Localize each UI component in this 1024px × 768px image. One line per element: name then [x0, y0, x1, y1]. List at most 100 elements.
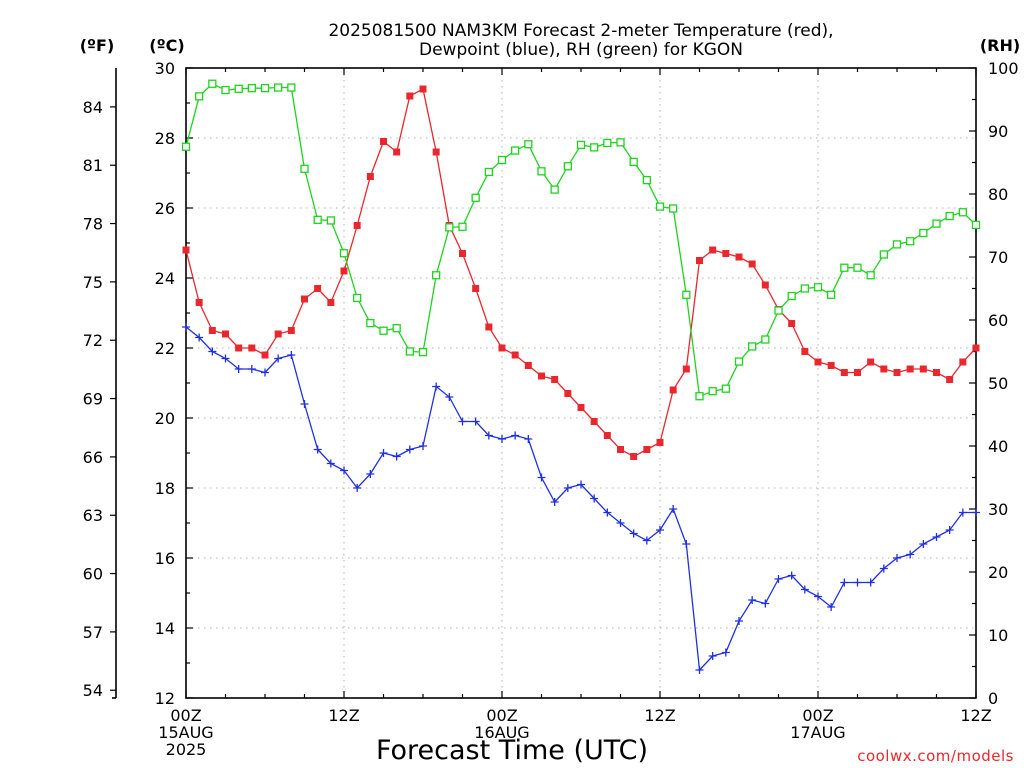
rh-point: [339, 249, 349, 258]
rh-point: [853, 263, 862, 272]
dewpoint-point: [972, 508, 980, 517]
rh-point: [945, 211, 954, 221]
temperature-point: [524, 362, 532, 369]
dewpoint-point: [840, 578, 849, 587]
temperature-point: [840, 369, 848, 376]
rh-point: [590, 143, 599, 152]
dewpoint-point: [484, 431, 493, 440]
temperature-point: [867, 358, 875, 366]
temperature-point: [893, 369, 901, 376]
dewpoint-point: [682, 540, 691, 548]
temperature-point: [630, 453, 638, 460]
celsius-tick-label: 20: [155, 409, 175, 428]
rh-point: [695, 392, 704, 401]
x-tick-label: 12Z: [960, 706, 991, 725]
rh-point: [524, 140, 533, 149]
temperature-point: [564, 390, 572, 397]
dewpoint-point: [287, 351, 296, 359]
rh-point: [761, 335, 770, 344]
rh-point: [181, 142, 191, 151]
celsius-tick-label: 22: [155, 339, 175, 358]
rh-tick-label: 90: [988, 122, 1008, 141]
rh-point: [221, 85, 230, 95]
temperature-point: [301, 295, 308, 303]
temperature-point: [801, 348, 809, 355]
rh-point: [392, 324, 401, 333]
temperature-point: [182, 246, 190, 254]
temperature-point: [380, 138, 387, 145]
temperature-point: [577, 404, 585, 411]
temperature-point: [222, 330, 229, 338]
dewpoint-point: [603, 508, 612, 517]
x-tick-label: 12Z: [644, 706, 675, 725]
temperature-point: [248, 344, 256, 352]
rh-point: [511, 146, 520, 155]
rh-point: [287, 83, 296, 92]
x-tick-label: 15AUG: [158, 723, 213, 742]
temperature-point: [195, 299, 203, 306]
x-axis-title: Forecast Time (UTC): [376, 735, 648, 766]
dewpoint-point: [932, 533, 941, 541]
rh-tick-label: 10: [988, 626, 1008, 645]
temperature-point: [498, 344, 506, 352]
dewpoint-point: [708, 652, 717, 660]
dewpoint-point: [274, 354, 283, 363]
rh-point: [313, 215, 322, 224]
rh-tick-label: 20: [988, 563, 1008, 582]
temperature-point: [709, 246, 717, 254]
rh-tick-label: 40: [988, 437, 1008, 456]
rh-point: [774, 306, 783, 315]
fahrenheit-tick-label: 81: [83, 156, 103, 175]
dewpoint-point: [787, 571, 796, 580]
temperature-point: [327, 299, 335, 306]
rh-point: [892, 240, 902, 249]
celsius-tick-label: 24: [155, 269, 175, 288]
rh-point: [669, 204, 678, 213]
dewpoint-point: [590, 494, 599, 503]
rh-point: [840, 263, 849, 272]
temperature-point: [235, 344, 243, 352]
rh-point: [642, 175, 651, 185]
rh-point: [906, 237, 915, 246]
dewpoint-point: [629, 529, 638, 538]
rh-point: [260, 84, 270, 93]
temperature-point: [919, 365, 927, 373]
celsius-tick-label: 18: [155, 479, 175, 498]
grid-lines: [186, 68, 976, 698]
temperature-point: [669, 386, 677, 394]
celsius-tick-label: 16: [155, 549, 175, 568]
fahrenheit-tick-label: 66: [83, 448, 103, 467]
temperature-point: [656, 439, 664, 446]
temperature-point: [287, 327, 295, 334]
fahrenheit-tick-label: 60: [83, 565, 103, 584]
credit-text: coolwx.com/models: [857, 747, 1014, 765]
rh-point: [603, 138, 612, 148]
dewpoint-point: [432, 382, 441, 391]
dewpoint-point: [313, 445, 322, 454]
dewpoint-point: [800, 585, 809, 594]
dewpoint-point: [366, 470, 375, 478]
dewpoint-point: [221, 354, 230, 363]
temperature-point: [946, 376, 954, 383]
dewpoint-point: [326, 459, 335, 468]
rh-point: [537, 167, 546, 176]
temperature-point: [432, 148, 440, 156]
dewpoint-point: [735, 617, 743, 625]
rh-point: [300, 164, 309, 173]
rh-point: [813, 283, 823, 292]
dewpoint-line: [185, 326, 976, 672]
dewpoint-point: [419, 442, 427, 450]
celsius-unit-label: (ºC): [149, 36, 184, 55]
celsius-tick-label: 30: [155, 59, 175, 78]
fahrenheit-tick-label: 78: [83, 215, 103, 234]
rh-point: [787, 291, 796, 301]
temperature-point: [617, 446, 624, 453]
rh-unit-label: (RH): [980, 36, 1020, 55]
rh-point: [958, 208, 967, 217]
temperature-point: [880, 365, 888, 373]
temperature-point: [682, 365, 690, 373]
rh-point: [405, 347, 414, 356]
dewpoint-point: [748, 596, 757, 604]
rh-tick-label: 30: [988, 500, 1008, 519]
fahrenheit-tick-label: 54: [83, 681, 103, 700]
